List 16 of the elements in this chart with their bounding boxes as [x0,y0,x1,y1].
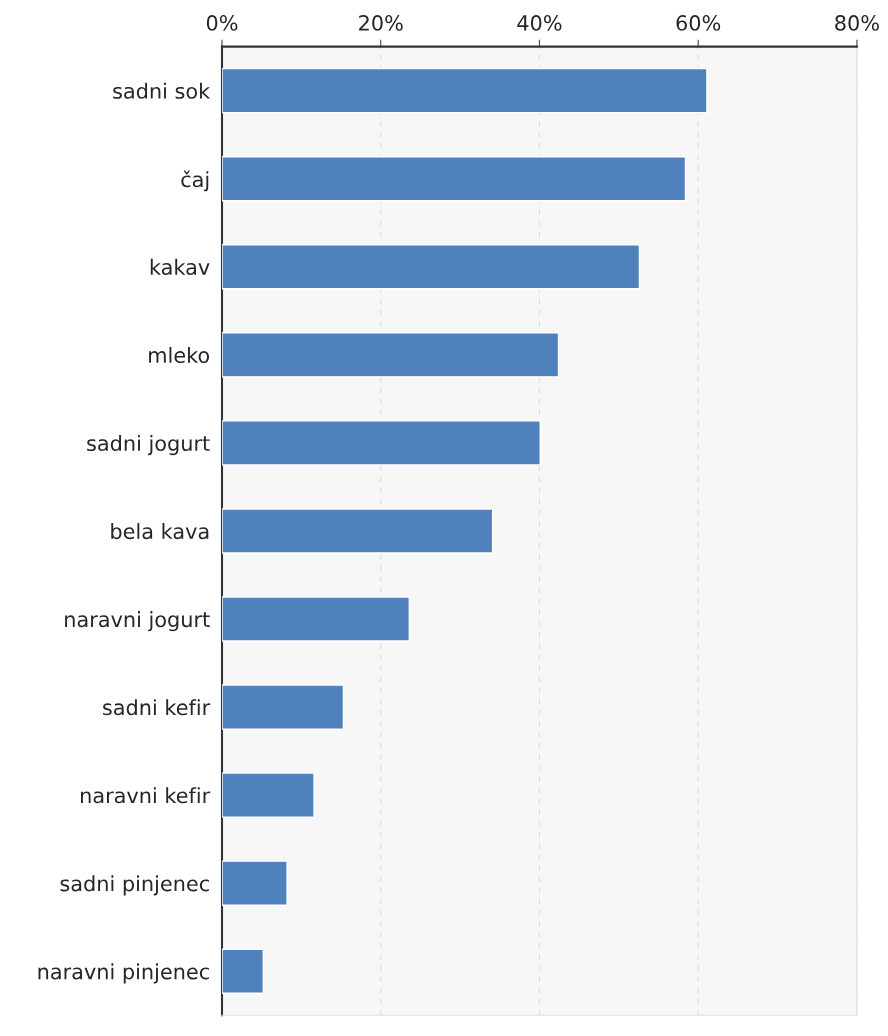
y-tick-label: čaj [181,170,209,192]
x-tick-label: 60% [676,15,721,31]
y-tick-label: sadni kefir [103,699,211,716]
x-tick-label: 80% [835,15,879,31]
y-tick-label: kakav [150,258,210,275]
y-tick-label: sadni sok [113,82,211,99]
x-tick-label: 20% [359,15,403,31]
y-tick-label: sadni jogurt [87,434,210,456]
y-tick-label: naravni jogurt [65,611,210,632]
y-tick-label: bela kava [111,523,209,540]
y-tick-label: naravni pinjenec [38,963,209,984]
y-tick-label: naravni kefir [81,787,211,804]
y-tick-label: sadni pinjenec [60,875,209,896]
x-tick-label: 0% [206,15,238,31]
y-tick-label: mleko [149,346,210,364]
x-tick-label: 40% [517,15,562,31]
